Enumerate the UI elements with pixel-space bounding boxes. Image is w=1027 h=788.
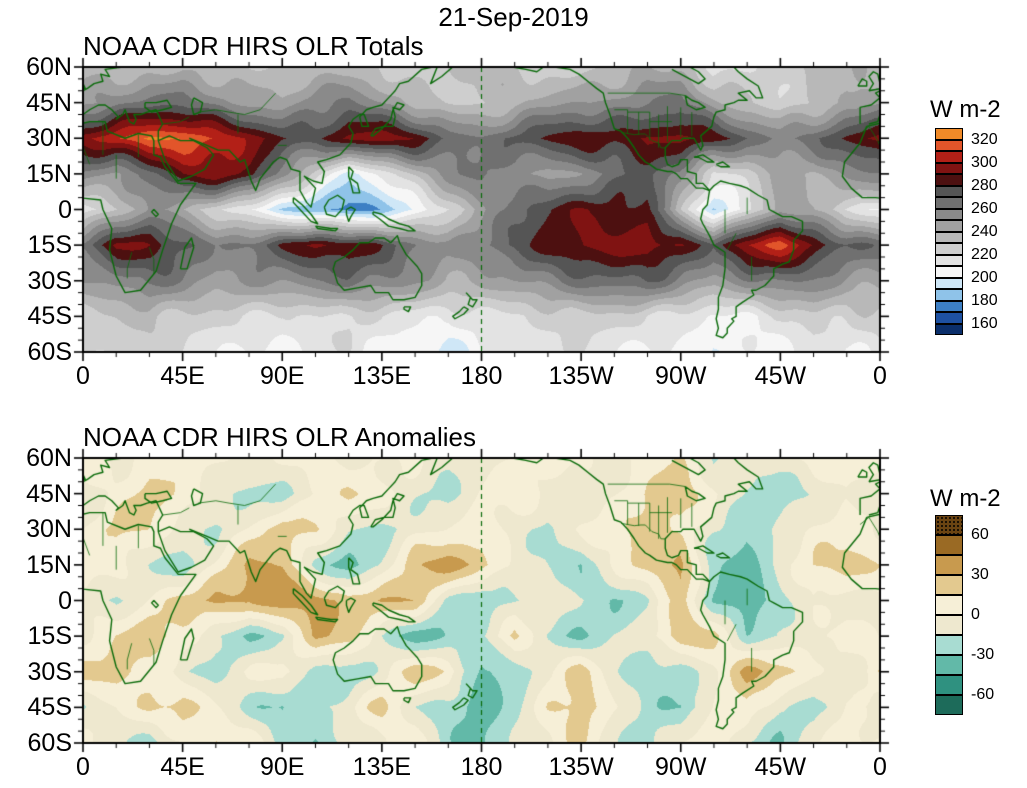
totals-colorbar-tick-label: 300 (971, 153, 998, 171)
x-axis-tick-label: 0 (873, 362, 887, 390)
y-axis-tick-label: 60S (27, 338, 72, 366)
totals-colorbar-box (935, 208, 963, 220)
x-axis-tick-label: 135E (352, 362, 412, 390)
totals-colorbar-tick-label: 200 (971, 268, 998, 286)
totals-colorbar-tick-label: 220 (971, 245, 998, 263)
totals-colorbar-box (935, 151, 963, 163)
x-axis-tick-label: 90W (655, 362, 707, 390)
y-axis-tick-label: 30S (27, 266, 72, 295)
y-axis-tick-label: 15N (26, 159, 72, 188)
totals-colorbar-box (935, 312, 963, 324)
y-axis-tick-label: 45S (27, 693, 72, 722)
anomalies-colorbar-tick-label: 60 (971, 526, 989, 543)
anomalies-colorbar-box (935, 695, 963, 715)
anomalies-colorbar-box (935, 615, 963, 635)
totals-colorbar-box (935, 323, 963, 335)
x-axis-tick-label: 0 (873, 753, 887, 781)
totals-colorbar-box (935, 254, 963, 266)
anomalies-colorbar-tick-label: -60 (971, 686, 995, 703)
totals-colorbar-box (935, 162, 963, 174)
anomalies-colorbar-box (935, 675, 963, 695)
y-axis-tick-label: 15N (26, 550, 72, 579)
anomalies-colorbar-tick-label: -30 (971, 646, 995, 663)
totals-colorbar-box (935, 300, 963, 312)
x-axis-tick-label: 135E (352, 753, 412, 781)
y-axis-tick-label: 30N (26, 515, 72, 544)
y-axis-tick-label: 60S (27, 729, 72, 757)
totals-colorbar-tick-label: 320 (971, 130, 998, 148)
totals-colorbar-box (935, 139, 963, 151)
anomalies-colorbar-box (935, 595, 963, 615)
y-axis-tick-label: 15S (27, 231, 72, 260)
x-axis-tick-label: 135W (548, 753, 614, 781)
totals-colorbar-box (935, 185, 963, 197)
totals-colorbar-box (935, 289, 963, 301)
totals-colorbar-tick-label: 240 (971, 222, 998, 240)
x-axis-tick-label: 180 (460, 753, 503, 781)
totals-colorbar-box (935, 277, 963, 289)
y-axis-tick-label: 60N (26, 53, 72, 81)
anomalies-colorbar-box (935, 655, 963, 675)
x-axis-tick-label: 45E (160, 362, 205, 390)
anomalies-colorbar-box (935, 535, 963, 555)
totals-colorbar-box (935, 266, 963, 278)
x-axis-tick-label: 90E (260, 753, 305, 781)
anomalies-colorbar-tick-label: 30 (971, 566, 989, 583)
anomalies-colorbar-box (935, 635, 963, 655)
x-axis-tick-label: 90E (260, 362, 305, 390)
x-axis-tick-label: 0 (76, 362, 90, 390)
y-axis-tick-label: 30S (27, 657, 72, 686)
y-axis-tick-label: 60N (26, 444, 72, 472)
totals-colorbar-box (935, 220, 963, 232)
anomalies-colorbar-box (935, 515, 963, 535)
y-axis-tick-label: 0 (58, 195, 72, 224)
anomalies-colorbar-box (935, 575, 963, 595)
totals-colorbar-box (935, 243, 963, 255)
x-axis-tick-label: 45E (160, 753, 205, 781)
totals-colorbar-box (935, 231, 963, 243)
anomalies-colorbar-box (935, 555, 963, 575)
totals-colorbar-box (935, 174, 963, 186)
x-axis-tick-label: 0 (76, 753, 90, 781)
totals-colorbar-tick-label: 280 (971, 176, 998, 194)
anomalies-colorbar-tick-label: 0 (971, 606, 980, 623)
x-axis-tick-label: 135W (548, 362, 614, 390)
y-axis-tick-label: 45S (27, 302, 72, 331)
x-axis-tick-label: 45W (754, 362, 807, 390)
y-axis-tick-label: 0 (58, 586, 72, 615)
x-axis-tick-label: 180 (460, 362, 503, 390)
date-title: 21-Sep-2019 (438, 2, 589, 32)
totals-colorbar-box (935, 197, 963, 209)
x-axis-tick-label: 45W (754, 753, 807, 781)
y-axis-tick-label: 30N (26, 124, 72, 153)
y-axis-tick-label: 45N (26, 88, 72, 117)
x-axis-tick-label: 90W (655, 753, 707, 781)
totals-colorbar-box (935, 128, 963, 140)
totals-colorbar-tick-label: 180 (971, 291, 998, 309)
anomalies-map-canvas (58, 446, 900, 759)
totals-colorbar-tick-label: 260 (971, 199, 998, 217)
totals-map-canvas (58, 55, 900, 368)
totals-colorbar-title: W m-2 (930, 96, 1001, 123)
y-axis-tick-label: 15S (27, 622, 72, 651)
y-axis-tick-label: 45N (26, 479, 72, 508)
anomalies-colorbar-title: W m-2 (930, 485, 1001, 512)
totals-colorbar-tick-label: 160 (971, 314, 998, 332)
